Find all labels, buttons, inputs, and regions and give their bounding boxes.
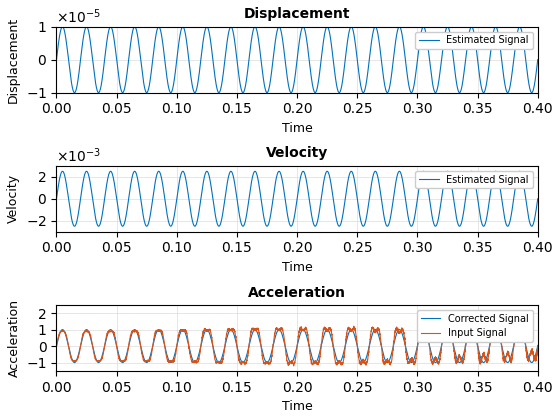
Line: Estimated Signal: Estimated Signal (57, 171, 538, 226)
Corrected Signal (403, 347, 409, 352)
Input Signal (282, 344, 288, 349)
Line: Input Signal: Input Signal (57, 326, 538, 366)
Estimated Signal (496, 37, 502, 42)
Estimated Signal (496, 179, 502, 184)
Legend: Corrected Signal, Input Signal: Corrected Signal, Input Signal (417, 310, 533, 342)
Estimated Signal (403, 64, 409, 69)
Line: Corrected Signal: Corrected Signal (57, 330, 538, 362)
Legend: Estimated Signal: Estimated Signal (416, 32, 533, 49)
X-axis label: Time: Time (282, 261, 312, 274)
X-axis label: Time: Time (282, 400, 312, 413)
Title: Acceleration: Acceleration (248, 286, 346, 299)
Title: Displacement: Displacement (244, 8, 351, 21)
Input Signal (496, 329, 502, 334)
Input Signal (53, 344, 60, 349)
Corrected Signal (520, 333, 526, 338)
Estimated Signal (520, 178, 526, 184)
Input Signal (259, 356, 266, 361)
Estimated Signal (520, 36, 526, 41)
Estimated Signal (259, 207, 266, 213)
Corrected Signal (282, 344, 288, 349)
Input Signal (255, 328, 262, 333)
Estimated Signal (534, 196, 541, 201)
X-axis label: Time: Time (282, 122, 312, 135)
Legend: Estimated Signal: Estimated Signal (416, 171, 533, 189)
Corrected Signal (53, 344, 60, 349)
Y-axis label: Displacement: Displacement (7, 17, 20, 103)
Corrected Signal (59, 327, 66, 332)
Corrected Signal (496, 333, 502, 339)
Corrected Signal (255, 334, 262, 339)
Corrected Signal (534, 344, 541, 349)
Estimated Signal (53, 196, 60, 201)
Corrected Signal (529, 360, 535, 365)
Estimated Signal (529, 224, 535, 229)
Estimated Signal (255, 181, 262, 186)
Input Signal (520, 331, 526, 336)
Estimated Signal (403, 202, 409, 207)
Y-axis label: Acceleration: Acceleration (8, 299, 21, 377)
Estimated Signal (282, 59, 288, 64)
Estimated Signal (59, 169, 66, 174)
Estimated Signal (53, 57, 60, 62)
Estimated Signal (282, 197, 288, 202)
Estimated Signal (255, 39, 262, 44)
Line: Estimated Signal: Estimated Signal (57, 27, 538, 93)
Y-axis label: Velocity: Velocity (7, 174, 20, 223)
Input Signal (351, 324, 357, 329)
Corrected Signal (259, 350, 266, 355)
Title: Velocity: Velocity (266, 147, 328, 160)
Input Signal (403, 353, 410, 358)
Estimated Signal (529, 90, 535, 95)
Input Signal (534, 343, 541, 348)
Input Signal (290, 363, 297, 368)
Estimated Signal (59, 24, 66, 29)
Estimated Signal (259, 71, 266, 76)
Estimated Signal (534, 57, 541, 62)
